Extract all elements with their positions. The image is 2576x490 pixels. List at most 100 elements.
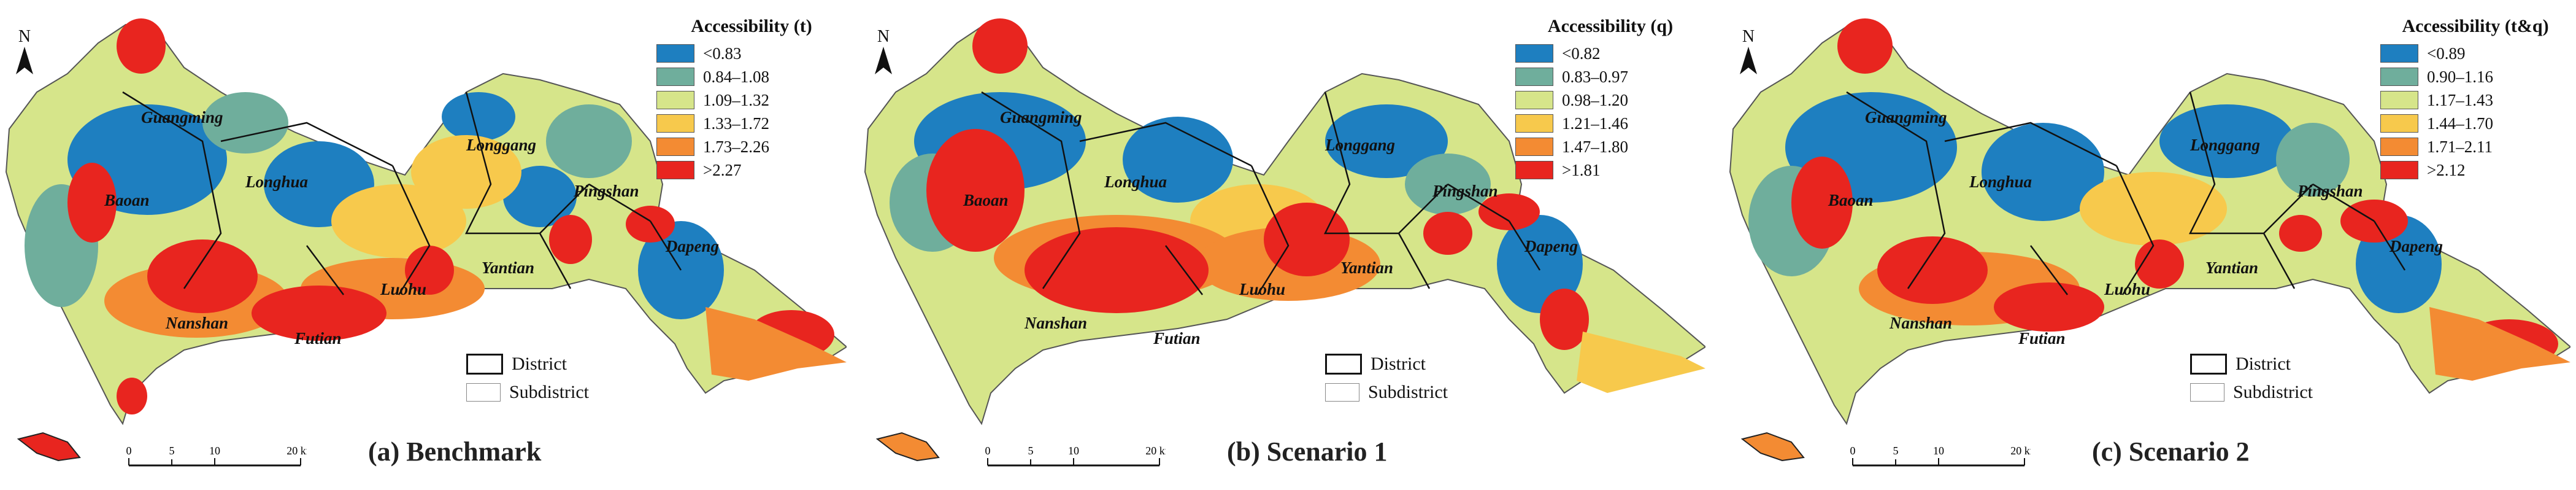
- north-arrow-icon: [875, 47, 892, 74]
- district-swatch: [466, 354, 503, 375]
- zone-blue: [503, 166, 577, 227]
- swatch-class3: [1515, 91, 1553, 109]
- swatch-class4: [2380, 114, 2418, 133]
- legend-scenario-1: Accessibility (q) <0.82 0.83–0.97 0.98–1…: [1515, 16, 1705, 182]
- zone-red: [2135, 239, 2184, 289]
- district-label-baoan: Baoan: [104, 191, 150, 209]
- legend-label: 0.90–1.16: [2427, 67, 2493, 86]
- north-arrow: N: [12, 27, 37, 80]
- zone-red: [1423, 212, 1472, 255]
- scale-bar: 0 5 10 20 km: [985, 445, 1166, 467]
- zone-red: [117, 378, 147, 414]
- swatch-class1: [1515, 44, 1553, 63]
- zone-teal: [202, 92, 288, 154]
- legend-label: >1.81: [1562, 160, 1601, 179]
- subdistrict-swatch: [1325, 383, 1359, 402]
- legend-title: Accessibility (t&q): [2402, 16, 2549, 36]
- island-icon-orange: [1740, 432, 1805, 462]
- zone-orange: [706, 307, 847, 381]
- swatch-class2: [1515, 68, 1553, 86]
- swatch-class6: [2380, 161, 2418, 179]
- district-label-guangming: Guangming: [141, 108, 223, 126]
- swatch-class3: [656, 91, 694, 109]
- legend-item: 0.90–1.16: [2380, 65, 2570, 88]
- zone-red: [549, 215, 592, 264]
- legend-label: 1.71–2.11: [2427, 137, 2493, 156]
- caption-scenario-1: (b) Scenario 1: [1227, 437, 1388, 467]
- district-label-nanshan: Nanshan: [1889, 314, 1952, 332]
- legend-item: <0.83: [656, 42, 847, 65]
- legend-item: 1.44–1.70: [2380, 112, 2570, 135]
- legend-item: <0.82: [1515, 42, 1705, 65]
- zone-yellow: [2080, 172, 2227, 246]
- boundary-label: District: [512, 354, 567, 374]
- swatch-class5: [656, 138, 694, 156]
- boundary-legend: District Subdistrict: [466, 350, 589, 406]
- zone-red: [117, 18, 166, 74]
- legend-label: 1.09–1.32: [703, 90, 769, 109]
- district-label-futian: Futian: [294, 329, 342, 348]
- zone-red: [252, 286, 386, 341]
- zone-yellow: [411, 135, 521, 209]
- swatch-class5: [1515, 138, 1553, 156]
- district-label-pingshan: Pingshan: [573, 182, 639, 200]
- district-border: [1846, 91, 2406, 295]
- swatch-class5: [2380, 138, 2418, 156]
- zone-red: [147, 239, 258, 313]
- island-icon-red: [17, 432, 81, 462]
- district-label-luohu: Luohu: [1239, 280, 1285, 298]
- zone-red: [1877, 236, 1988, 304]
- legend-item: 1.71–2.11: [2380, 135, 2570, 158]
- district-label-longgang: Longgang: [466, 136, 536, 154]
- district-label-dapeng: Dapeng: [2389, 237, 2443, 255]
- zone-red: [1264, 203, 1350, 276]
- scale-tick: 10: [1933, 445, 1944, 457]
- scale-bar: 0 5 10 20 km: [126, 445, 307, 467]
- boundary-item-district: District: [1325, 350, 1448, 378]
- zone-red: [1540, 289, 1589, 350]
- district-label-longhua: Longhua: [1969, 173, 2032, 191]
- legend-item: >1.81: [1515, 158, 1705, 182]
- boundary-item-subdistrict: Subdistrict: [466, 378, 589, 406]
- legend-item: 0.83–0.97: [1515, 65, 1705, 88]
- scale-tick: 10: [1068, 445, 1079, 457]
- legend-label: 1.17–1.43: [2427, 90, 2493, 109]
- legend-item: <0.89: [2380, 42, 2570, 65]
- legend-label: 0.98–1.20: [1562, 90, 1628, 109]
- swatch-class4: [656, 114, 694, 133]
- legend-label: >2.27: [703, 160, 742, 179]
- legend-label: <0.89: [2427, 44, 2466, 63]
- legend-label: 0.83–0.97: [1562, 67, 1628, 86]
- boundary-label: Subdistrict: [1368, 382, 1448, 402]
- scale-tick: 0: [985, 445, 991, 457]
- scale-tick: 0: [1850, 445, 1856, 457]
- legend-item: >2.12: [2380, 158, 2570, 182]
- swatch-class6: [656, 161, 694, 179]
- legend-item: 0.98–1.20: [1515, 88, 1705, 112]
- map-scenario-2: Guangming Baoan Longhua Longgang Pingsha…: [1729, 18, 2570, 462]
- zone-red: [926, 129, 1025, 252]
- subdistrict-swatch: [466, 383, 501, 402]
- district-label-nanshan: Nanshan: [1024, 314, 1087, 332]
- map-benchmark: Guangming Baoan Longhua Longgang Pingsha…: [5, 18, 847, 462]
- boundary-label: Subdistrict: [2233, 382, 2313, 402]
- district-label-guangming: Guangming: [1865, 108, 1947, 126]
- boundary-item-district: District: [2190, 350, 2313, 378]
- zone-red: [405, 246, 454, 295]
- district-swatch: [1325, 354, 1362, 375]
- legend-item: 1.09–1.32: [656, 88, 847, 112]
- panel-scenario-2: Guangming Baoan Longhua Longgang Pingsha…: [1724, 0, 2570, 490]
- boundary-label: District: [1371, 354, 1426, 374]
- zone-red: [67, 163, 117, 243]
- north-arrow-icon: [1740, 47, 1757, 74]
- boundary-item-district: District: [466, 350, 589, 378]
- legend-label: 1.44–1.70: [2427, 114, 2493, 133]
- zone-teal: [546, 104, 632, 178]
- zone-red: [626, 206, 675, 243]
- district-border: [122, 91, 682, 295]
- legend-item: 1.33–1.72: [656, 112, 847, 135]
- legend-benchmark: Accessibility (t) <0.83 0.84–1.08 1.09–1…: [656, 16, 847, 182]
- district-label-longgang: Longgang: [2190, 136, 2260, 154]
- zone-yellow: [331, 184, 466, 258]
